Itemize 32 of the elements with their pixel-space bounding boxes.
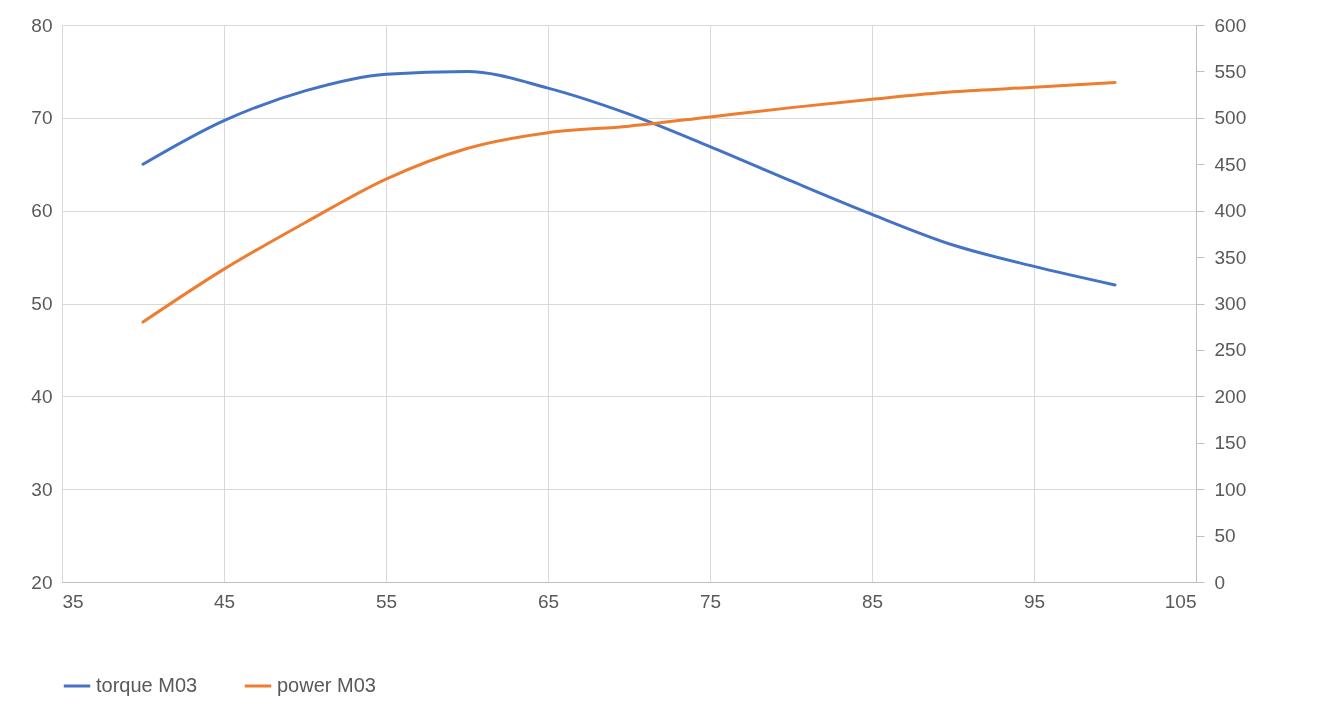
x-tick-label: 75 — [699, 590, 722, 612]
line-series — [141, 81, 1117, 324]
x-tick-label: 95 — [1023, 590, 1046, 612]
y2-tick-label: 50 — [1214, 525, 1236, 547]
legend-label: power M03 — [277, 674, 376, 696]
y2-tick-label: 400 — [1214, 200, 1247, 222]
y2-tick-label: 550 — [1214, 60, 1247, 82]
legend-label: torque M03 — [96, 674, 198, 696]
y-tick-label: 20 — [31, 571, 53, 593]
y-tick-label: 60 — [31, 200, 53, 222]
x-tick-label: 45 — [213, 590, 236, 612]
y2-tick-label: 500 — [1214, 107, 1247, 129]
y-tick-label: 70 — [31, 107, 53, 129]
y-tick-label: 80 — [31, 14, 53, 36]
x-tick-label: 85 — [861, 590, 884, 612]
x-tick-label: 65 — [537, 590, 560, 612]
y2-tick-label: 250 — [1214, 339, 1247, 361]
y2-tick-label: 600 — [1214, 14, 1247, 36]
y2-tick-label: 200 — [1214, 385, 1247, 407]
y2-tick-label: 100 — [1214, 478, 1247, 500]
y-tick-label: 30 — [31, 478, 53, 500]
x-tick-label: 105 — [1164, 590, 1197, 612]
x-tick-label: 35 — [62, 590, 84, 612]
y-tick-label: 50 — [31, 293, 53, 314]
y2-tick-label: 150 — [1214, 432, 1247, 454]
y2-tick-label: 350 — [1214, 246, 1247, 268]
y2-tick-label: 0 — [1214, 571, 1226, 593]
y2-tick-label: 450 — [1214, 153, 1247, 175]
line-series — [141, 69, 1117, 287]
x-tick-label: 55 — [375, 590, 398, 612]
y2-tick-label: 300 — [1214, 293, 1247, 314]
y-tick-label: 40 — [31, 385, 53, 407]
